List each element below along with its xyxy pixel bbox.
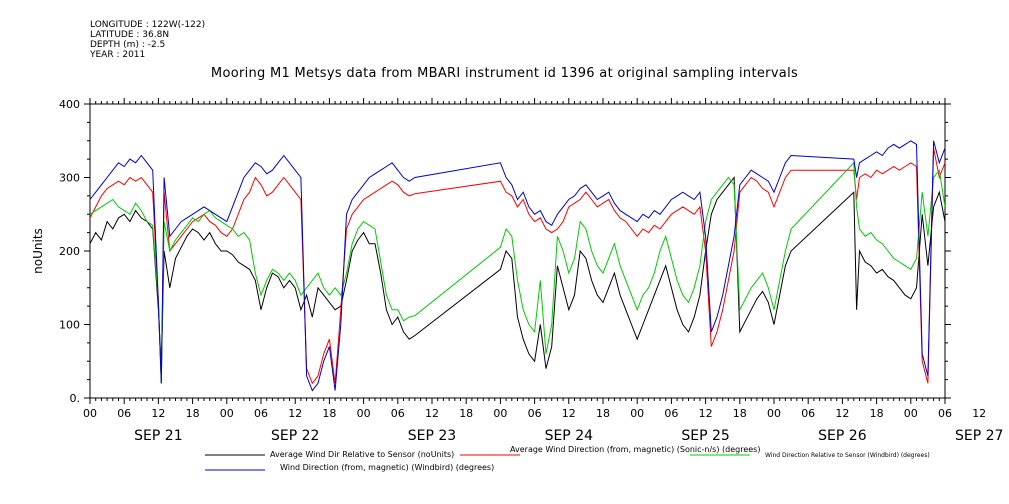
x-tick-label: 12	[425, 407, 439, 420]
latitude-text: LATITUDE : 36.8N	[90, 30, 170, 40]
plot-frame	[89, 103, 946, 399]
day-label: SEP 22	[271, 428, 319, 444]
x-tick-label: 18	[459, 407, 473, 420]
x-tick-label: 00	[904, 407, 918, 420]
x-tick-label: 00	[83, 407, 97, 420]
x-tick-label: 18	[870, 407, 884, 420]
x-tick-label: 00	[630, 407, 644, 420]
x-tick-label: 18	[596, 407, 610, 420]
series-line-3	[90, 161, 945, 384]
series-line-1	[90, 176, 945, 369]
x-tick-label: 00	[357, 407, 371, 420]
year-text: YEAR : 2011	[90, 50, 146, 60]
y-tick-label: 100	[59, 319, 80, 332]
x-tick-label: 06	[938, 407, 952, 420]
x-tick-label: 00	[220, 407, 234, 420]
x-tick-label: 06	[664, 407, 678, 420]
x-tick-label: 06	[528, 407, 542, 420]
x-tick-label: 00	[767, 407, 781, 420]
x-tick-label: 12	[288, 407, 302, 420]
x-tick-label: 12	[151, 407, 165, 420]
x-tick-label: 12	[972, 407, 986, 420]
depth-text: DEPTH (m) : -2.5	[90, 40, 166, 50]
y-tick-label: 0.	[70, 392, 81, 405]
day-label: SEP 23	[408, 428, 456, 444]
series-line-4	[90, 140, 945, 392]
x-tick-label: 18	[186, 407, 200, 420]
y-tick-label: 400	[59, 98, 80, 111]
x-tick-label: 00	[493, 407, 507, 420]
x-tick-label: 06	[117, 407, 131, 420]
y-tick-label: 300	[59, 172, 80, 185]
x-tick-label: 12	[835, 407, 849, 420]
x-tick-label: 18	[733, 407, 747, 420]
x-tick-label: 06	[801, 407, 815, 420]
legend-label-1: Average Wind Dir Relative to Sensor (noU…	[270, 450, 454, 459]
day-label: SEP 27	[955, 428, 1003, 444]
x-tick-label: 12	[699, 407, 713, 420]
x-tick-label: 12	[562, 407, 576, 420]
legend-label-4: Wind Direction (from, magnetic) (Windbir…	[280, 463, 494, 472]
y-axis-label: noUnits	[31, 228, 45, 274]
longitude-text: LONGITUDE : 122W(-122)	[90, 20, 206, 30]
y-tick-label: 200	[59, 245, 80, 258]
day-label: SEP 25	[681, 428, 729, 444]
legend-label-2: Average Wind Direction (from, magnetic) …	[510, 445, 760, 454]
day-label: SEP 24	[545, 428, 594, 444]
header-info: LONGITUDE : 122W(-122) LATITUDE : 36.8N …	[90, 20, 205, 60]
x-tick-label: 18	[322, 407, 336, 420]
x-tick-label: 06	[391, 407, 405, 420]
chart-title: Mooring M1 Metsys data from MBARI instru…	[210, 66, 799, 81]
series-line-2	[90, 148, 945, 385]
day-label: SEP 21	[134, 428, 182, 444]
legend-label-3: Wind Direction Relative to Sensor (Windb…	[765, 452, 930, 459]
x-tick-label: 06	[254, 407, 268, 420]
day-label: SEP 26	[818, 428, 867, 444]
